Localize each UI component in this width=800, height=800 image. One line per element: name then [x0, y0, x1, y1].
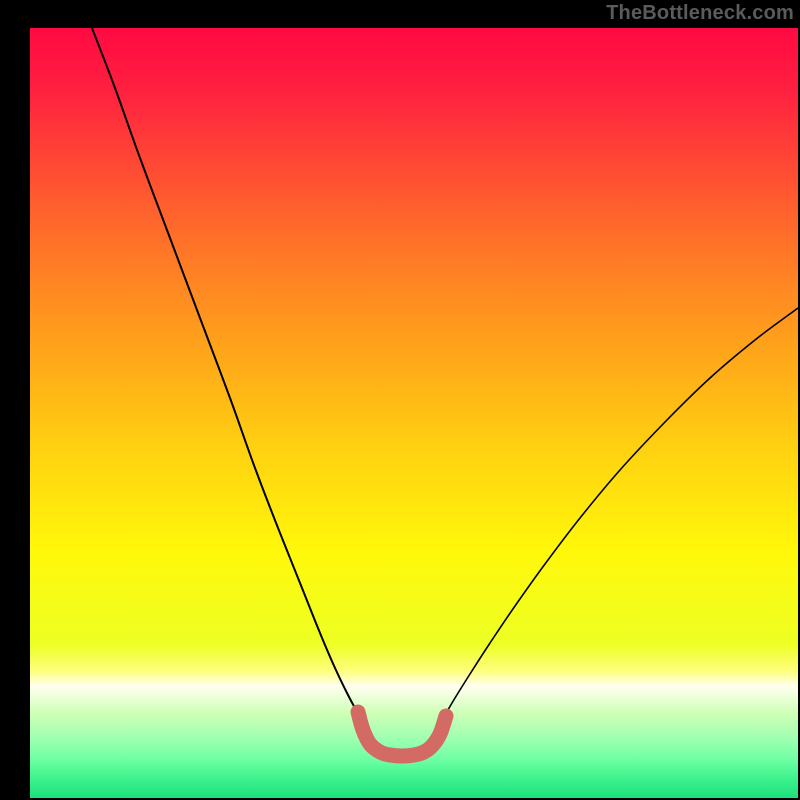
curves-svg: [30, 28, 798, 798]
trough-curve: [358, 712, 446, 756]
watermark-text: TheBottleneck.com: [606, 2, 794, 25]
chart-container: TheBottleneck.com: [0, 0, 800, 800]
curve-left: [92, 28, 360, 715]
plot-area: [30, 28, 798, 798]
curve-right: [445, 308, 798, 715]
